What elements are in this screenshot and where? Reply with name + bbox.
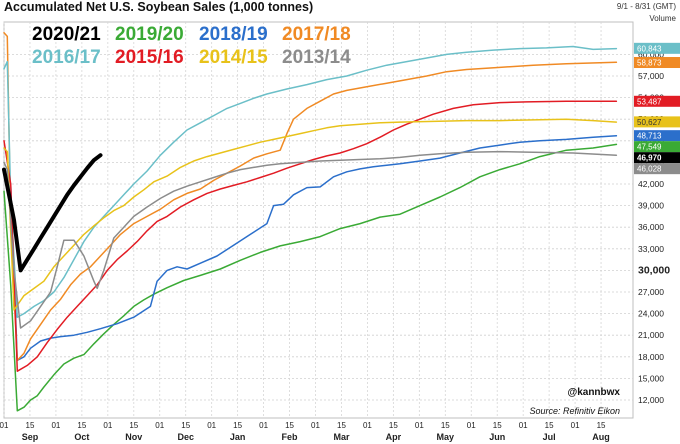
legend-item-2017-18: 2017/18 [282, 24, 351, 45]
y-axis-caption: Volume [649, 14, 676, 23]
y-tick-label: 30,000 [638, 264, 670, 276]
legend: 2020/21 2019/20 2018/19 2017/18 2016/17 2015/… [32, 24, 351, 68]
end-label-2017-18: 58,873 [634, 57, 680, 69]
x-day-label: 01 [571, 421, 580, 430]
series-line-2013-14 [3, 150, 618, 329]
svg-text:47,549: 47,549 [637, 143, 662, 152]
x-day-label: 15 [597, 421, 606, 430]
svg-text:48,713: 48,713 [637, 132, 662, 141]
x-month-label: Apr [386, 432, 402, 442]
x-day-label: 01 [0, 421, 9, 430]
y-tick-label: 18,000 [638, 352, 664, 362]
svg-text:50,627: 50,627 [637, 118, 662, 127]
y-tick-label: 60,000 [638, 49, 664, 59]
y-tick-label: 57,000 [638, 71, 664, 81]
legend-item-2018-19: 2018/19 [199, 24, 268, 45]
y-tick-label: 33,000 [638, 244, 664, 254]
svg-text:46,970: 46,970 [637, 154, 662, 163]
x-day-label: 01 [51, 421, 60, 430]
x-day-label: 01 [259, 421, 268, 430]
y-tick-label: 24,000 [638, 309, 664, 319]
grid-lines [3, 21, 634, 419]
y-tick-label: 36,000 [638, 222, 664, 232]
x-day-label: 01 [103, 421, 112, 430]
legend-item-2015-16: 2015/16 [115, 47, 184, 68]
x-month-label: Mar [333, 432, 350, 442]
y-tick-label: 21,000 [638, 330, 664, 340]
chart-title: Accumulated Net U.S. Soybean Sales (1,00… [4, 0, 313, 14]
series-line-2020-21 [2, 153, 103, 273]
x-day-label: 15 [441, 421, 450, 430]
x-month-label: Aug [592, 432, 610, 442]
x-day-label: 01 [155, 421, 164, 430]
x-day-label: 01 [311, 421, 320, 430]
x-month-label: May [437, 432, 455, 442]
x-month-label: Jul [543, 432, 556, 442]
x-day-label: 01 [519, 421, 528, 430]
y-tick-label: 15,000 [638, 373, 664, 383]
end-label-2020-21: 46,970 [634, 152, 680, 164]
end-label-2015-16: 53,487 [634, 95, 680, 107]
x-day-label: 01 [363, 421, 372, 430]
x-day-label: 15 [285, 421, 294, 430]
legend-item-2016-17: 2016/17 [32, 47, 101, 68]
end-label-2013-14: 46,028 [634, 163, 680, 175]
end-value-labels: 60,843 58,873 53,487 50,627 48,713 47,549 46,9… [634, 42, 680, 175]
svg-text:58,873: 58,873 [637, 59, 662, 68]
x-axis: 01 15 Sep 01 15 Oct 01 15 Nov 01 15 Dec 01 15 Jan 01 15 F… [0, 421, 610, 442]
x-month-label: Sep [22, 432, 39, 442]
legend-item-2020-21: 2020/21 [32, 24, 101, 45]
series-line-2019-20 [3, 143, 618, 412]
x-day-label: 01 [467, 421, 476, 430]
y-tick-label: 12,000 [638, 395, 664, 405]
x-day-label: 15 [545, 421, 554, 430]
svg-text:60,843: 60,843 [637, 44, 662, 53]
series-lines [2, 32, 618, 412]
x-day-label: 15 [233, 421, 242, 430]
x-month-label: Feb [282, 432, 299, 442]
y-tick-label: 27,000 [638, 287, 664, 297]
x-day-label: 15 [493, 421, 502, 430]
x-day-label: 15 [26, 421, 35, 430]
x-day-label: 15 [129, 421, 138, 430]
end-label-2019-20: 47,549 [634, 141, 680, 153]
x-day-label: 01 [415, 421, 424, 430]
series-line-2016-17 [3, 45, 618, 318]
end-label-2016-17: 60,843 [634, 42, 680, 54]
date-range: 9/1 - 8/31 (GMT) [617, 2, 676, 11]
legend-item-2014-15: 2014/15 [199, 47, 268, 68]
x-month-label: Jun [489, 432, 505, 442]
x-day-label: 15 [337, 421, 346, 430]
x-month-label: Oct [74, 432, 89, 442]
series-line-2014-15 [3, 118, 618, 311]
author-handle: @kannbwx [567, 387, 620, 398]
series-line-2015-16 [3, 100, 618, 372]
end-label-2014-15: 50,627 [634, 116, 680, 128]
x-month-label: Dec [177, 432, 194, 442]
legend-item-2013-14: 2013/14 [282, 47, 351, 68]
x-month-label: Nov [125, 432, 142, 442]
source-note: Source: Refinitiv Eikon [529, 406, 620, 416]
series-line-2018-19 [3, 135, 618, 362]
x-day-label: 01 [207, 421, 216, 430]
x-month-label: Jan [230, 432, 246, 442]
legend-item-2019-20: 2019/20 [115, 24, 184, 45]
x-day-label: 15 [389, 421, 398, 430]
y-tick-label: 39,000 [638, 201, 664, 211]
series-line-2017-18 [3, 32, 618, 362]
y-tick-label: 42,000 [638, 179, 664, 189]
end-label-2018-19: 48,713 [634, 130, 680, 142]
x-day-label: 15 [181, 421, 190, 430]
svg-text:46,028: 46,028 [637, 165, 662, 174]
svg-text:53,487: 53,487 [637, 97, 662, 106]
x-day-label: 15 [77, 421, 86, 430]
